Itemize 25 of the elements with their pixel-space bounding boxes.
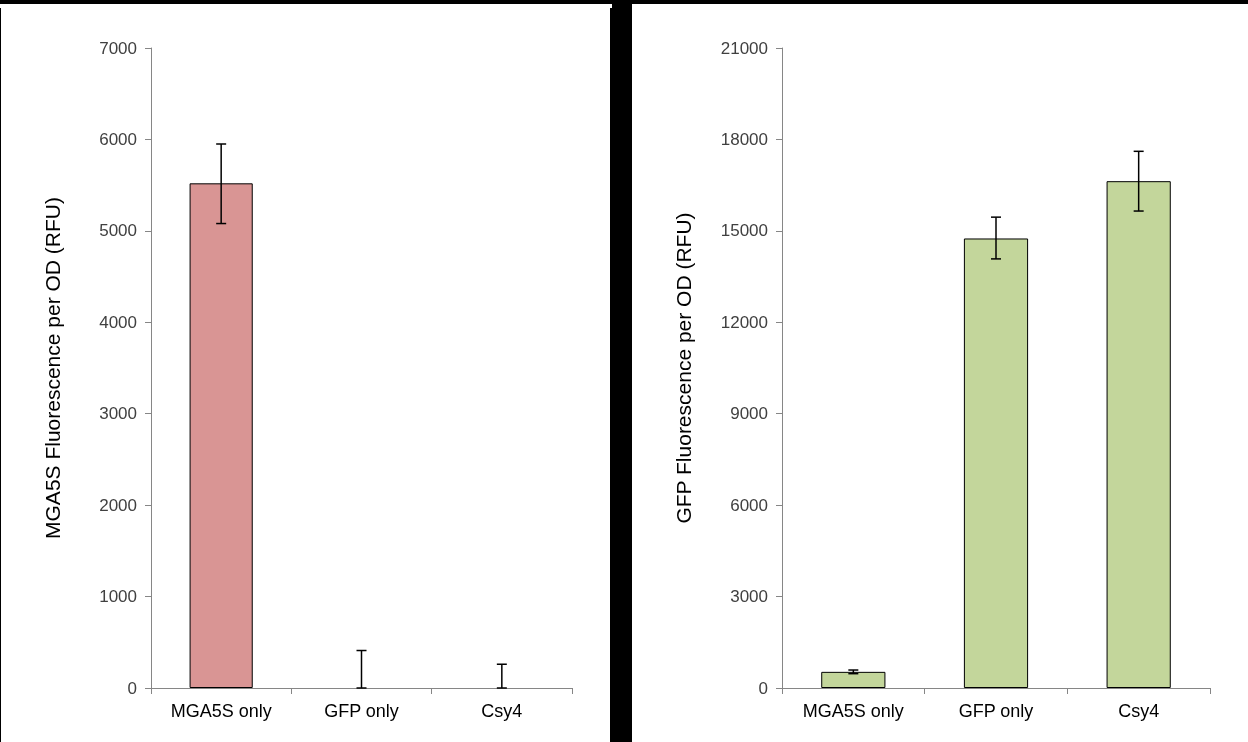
y-tick-label: 9000	[730, 404, 768, 424]
x-tick-label: GFP only	[958, 701, 1034, 721]
y-tick-label: 15000	[720, 221, 768, 241]
y-axis-title: MGA5S Fluorescence per OD (RFU)	[41, 197, 64, 539]
x-tick-label: Csy4	[481, 701, 523, 721]
y-axis-title: GFP Fluorescence per OD (RFU)	[672, 212, 695, 524]
x-tick-label: MGA5S only	[170, 701, 272, 721]
y-tick-label: 3000	[99, 404, 137, 424]
y-tick-label: 0	[127, 678, 137, 698]
y-tick-label: 7000	[99, 38, 137, 58]
y-tick-label: 6000	[730, 495, 768, 515]
x-tick-label: Csy4	[1118, 701, 1160, 721]
x-tick-label: MGA5S only	[802, 701, 904, 721]
y-tick-label: 18000	[720, 129, 768, 149]
y-tick-label: 12000	[720, 312, 768, 332]
y-tick-label: 3000	[730, 587, 768, 607]
y-tick-label: 4000	[99, 312, 137, 332]
x-tick-label: GFP only	[324, 701, 399, 721]
y-tick-label: 1000	[99, 587, 137, 607]
y-tick-label: 21000	[720, 38, 768, 58]
y-tick-label: 0	[758, 678, 768, 698]
bar	[821, 671, 886, 688]
y-tick-label: 5000	[99, 221, 137, 241]
y-tick-label: 6000	[99, 129, 137, 149]
y-tick-label: 2000	[99, 495, 137, 515]
